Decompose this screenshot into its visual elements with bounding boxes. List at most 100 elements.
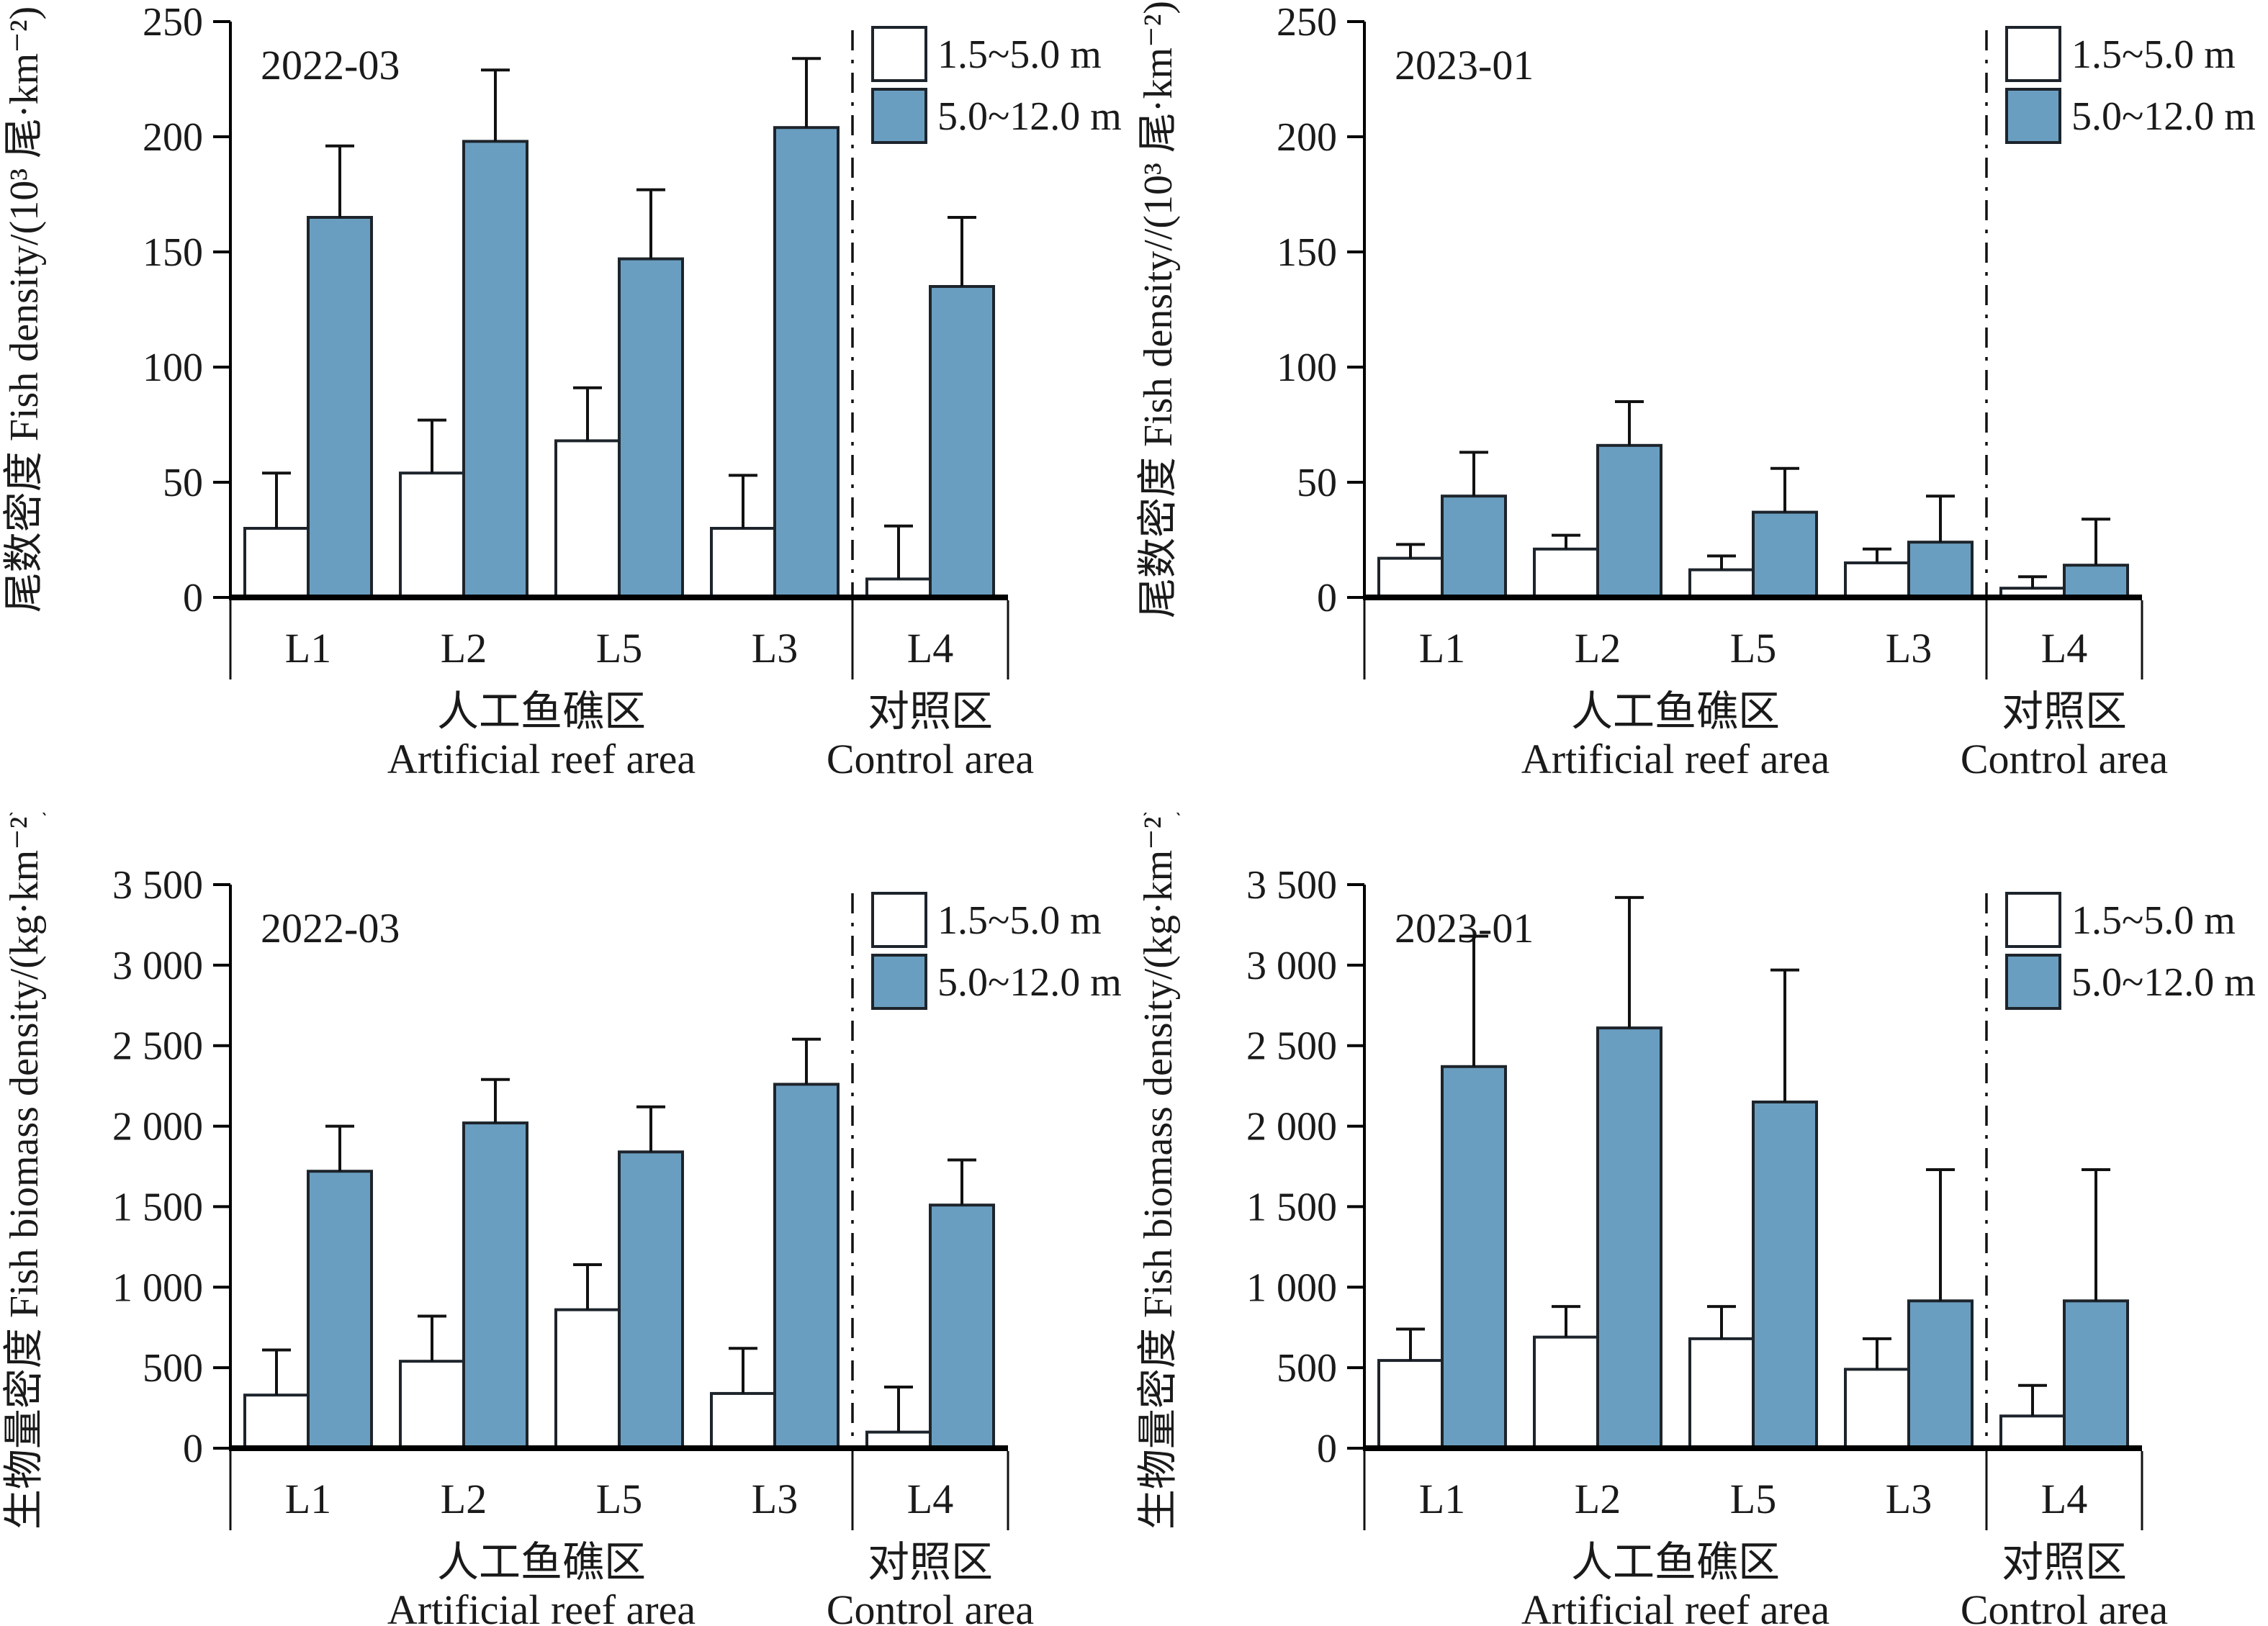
group-label-zh: 人工鱼礁区 — [437, 688, 646, 735]
y-tick-label: 3 500 — [1246, 863, 1337, 908]
y-tick-label: 250 — [143, 0, 203, 45]
bar-L1-shallow — [243, 527, 310, 599]
bar-L1-deep — [1441, 494, 1507, 600]
x-category-label: L3 — [752, 1476, 798, 1522]
panel-title: 2022-03 — [261, 905, 400, 952]
y-tick-label: 1 000 — [112, 1265, 203, 1310]
legend-label-shallow: 1.5~5.0 m — [2071, 32, 2236, 77]
bar-L4-shallow — [1999, 1414, 2066, 1450]
y-tick-label: 2 000 — [1246, 1105, 1337, 1150]
bar-L5-deep — [618, 257, 684, 599]
legend-label-shallow: 1.5~5.0 m — [937, 32, 1102, 77]
y-tick-label: 200 — [1277, 115, 1337, 160]
group-label-en: Control area — [827, 1586, 1034, 1626]
legend-label-deep: 5.0~12.0 m — [937, 960, 1122, 1005]
bar-L2-shallow — [399, 471, 465, 600]
y-tick-label: 1 500 — [112, 1185, 203, 1229]
group-label-en: Artificial reef area — [1521, 1586, 1830, 1626]
x-category-label: L5 — [1730, 625, 1776, 672]
group-label-en: Artificial reef area — [387, 736, 696, 782]
bar-L3-deep — [773, 1083, 840, 1450]
legend-swatch-deep — [2005, 954, 2061, 1010]
legend-swatch-deep — [871, 88, 927, 144]
bar-L1-shallow — [1377, 556, 1444, 599]
y-tick-label: 2 000 — [112, 1105, 203, 1150]
x-category-label: L1 — [285, 625, 331, 672]
group-label-zh: 人工鱼礁区 — [1571, 1539, 1780, 1586]
legend-swatch-shallow — [871, 892, 927, 948]
group-label-en: Control area — [1961, 736, 2168, 782]
bar-L3-shallow — [1844, 1368, 1910, 1450]
x-category-label: L3 — [1886, 1476, 1932, 1522]
bar-L1-shallow — [243, 1394, 310, 1450]
bar-L2-shallow — [399, 1360, 465, 1450]
x-category-label: L4 — [2041, 1476, 2087, 1522]
y-tick-label: 3 000 — [1246, 944, 1337, 988]
x-category-label: L1 — [1419, 625, 1465, 672]
group-label-zh: 人工鱼礁区 — [437, 1539, 646, 1586]
x-category-label: L2 — [441, 1476, 487, 1522]
bar-L1-shallow — [1377, 1359, 1444, 1450]
y-tick-label: 0 — [183, 1427, 203, 1471]
y-tick-label: 500 — [1277, 1346, 1337, 1391]
bar-L3-deep — [773, 126, 840, 599]
y-tick-label: 3 000 — [112, 944, 203, 988]
bar-L3-shallow — [710, 1391, 776, 1450]
y-tick-label: 2 500 — [112, 1024, 203, 1069]
x-category-label: L4 — [2041, 625, 2087, 672]
bar-L5-shallow — [1688, 1337, 1755, 1450]
y-tick-label: 500 — [143, 1346, 203, 1391]
bar-L2-deep — [462, 1121, 528, 1450]
y-tick-label: 0 — [1317, 1427, 1337, 1471]
bar-L4-shallow — [865, 577, 932, 600]
y-tick-label: 100 — [1277, 345, 1337, 390]
bar-L5-deep — [1752, 510, 1818, 599]
chart-fish-biomass-density-2022-03: 生物量密度 Fish biomass density/(kg·km⁻²) 0 500… — [2, 813, 1122, 1626]
y-tick-label: 0 — [183, 576, 203, 620]
panel-title: 2023-01 — [1395, 905, 1534, 952]
bar-L5-shallow — [1688, 568, 1755, 599]
panel-fish-density-2023-01: 尾数密度 Fish density//(10³ 尾·km⁻²) 0 50 100 150… — [1134, 0, 2268, 813]
y-tick-label: 1 000 — [1246, 1265, 1337, 1310]
chart-fish-biomass-density-2023-01: 生物量密度 Fish biomass density/(kg·km⁻²) 0 500… — [1136, 813, 2256, 1626]
bar-L2-deep — [1596, 443, 1662, 599]
group-label-zh: 对照区 — [868, 688, 993, 735]
group-label-en: Control area — [827, 736, 1034, 782]
group-label-en: Artificial reef area — [1521, 736, 1830, 782]
chart-fish-density-2023-01: 尾数密度 Fish density//(10³ 尾·km⁻²) 0 50 100 150… — [1136, 0, 2256, 782]
y-tick-label: 50 — [1297, 461, 1337, 505]
x-category-label: L1 — [285, 1476, 331, 1522]
bar-L5-deep — [1752, 1101, 1818, 1450]
legend-label-deep: 5.0~12.0 m — [2071, 960, 2256, 1005]
bar-L4-deep — [929, 285, 995, 599]
bar-L5-shallow — [554, 439, 621, 600]
bar-L4-deep — [2063, 1299, 2129, 1450]
y-axis-label: 生物量密度 Fish biomass density/(kg·km⁻²) — [1136, 813, 1181, 1530]
x-category-label: L5 — [596, 625, 642, 672]
panel-fish-density-2022-03: 尾数密度 Fish density/(10³ 尾·km⁻²) 0 50 100 150 2… — [0, 0, 1134, 813]
y-tick-label: 1 500 — [1246, 1185, 1337, 1229]
y-tick-label: 100 — [143, 345, 203, 390]
group-label-zh: 对照区 — [2002, 1539, 2127, 1586]
x-category-label: L4 — [907, 1476, 953, 1522]
x-category-label: L1 — [1419, 1476, 1465, 1522]
x-category-label: L2 — [1575, 625, 1621, 672]
bar-L2-shallow — [1533, 547, 1599, 599]
bar-L5-deep — [618, 1150, 684, 1450]
y-tick-label: 250 — [1277, 0, 1337, 45]
legend-label-deep: 5.0~12.0 m — [2071, 94, 2256, 139]
group-label-zh: 对照区 — [2002, 688, 2127, 735]
bar-L5-shallow — [554, 1308, 621, 1450]
bar-L1-deep — [1441, 1065, 1507, 1450]
x-category-label: L2 — [441, 625, 487, 672]
bar-L3-deep — [1907, 1299, 1974, 1450]
bar-L4-deep — [2063, 564, 2129, 600]
x-category-label: L3 — [1886, 625, 1932, 672]
x-category-label: L5 — [1730, 1476, 1776, 1522]
group-label-en: Artificial reef area — [387, 1586, 696, 1626]
bar-L1-deep — [307, 1170, 373, 1450]
legend-swatch-shallow — [871, 26, 927, 82]
y-axis-label: 尾数密度 Fish density//(10³ 尾·km⁻²) — [1136, 1, 1181, 618]
x-category-label: L3 — [752, 625, 798, 672]
